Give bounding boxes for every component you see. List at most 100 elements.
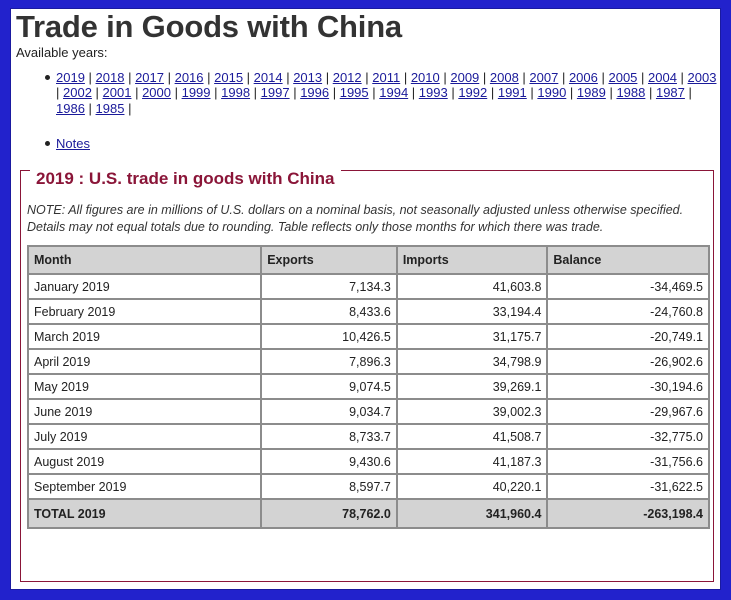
year-separator: | (243, 70, 254, 85)
year-separator: | (400, 70, 411, 85)
bullet-icon (45, 75, 50, 80)
year-link-1990[interactable]: 1990 (537, 85, 567, 101)
year-separator: | (131, 85, 143, 101)
year-link-2007[interactable]: 2007 (529, 70, 559, 85)
exports-cell: 9,074.5 (260, 373, 398, 400)
notes-link[interactable]: Notes (56, 136, 90, 151)
year-link-1986[interactable]: 1986 (56, 100, 85, 116)
year-link-1989[interactable]: 1989 (576, 85, 606, 101)
year-link-1992[interactable]: 1992 (458, 85, 488, 101)
year-link-1999[interactable]: 1999 (181, 85, 211, 101)
year-link-2010[interactable]: 2010 (410, 70, 440, 85)
imports-cell: 34,798.9 (395, 348, 549, 375)
year-separator: | (210, 85, 222, 101)
year-separator: | (447, 85, 459, 101)
year-separator: | (170, 85, 182, 101)
balance-cell: -31,756.6 (546, 448, 710, 475)
page-title: Trade in Goods with China (16, 9, 402, 44)
year-links-list: 2019 | 2018 | 2017 | 2016 | 2015 | 2014 … (56, 70, 718, 116)
year-link-1995[interactable]: 1995 (339, 85, 369, 101)
table-total-row: TOTAL 2019 78,762.0 341,960.4 -263,198.4 (26, 498, 710, 529)
year-link-2012[interactable]: 2012 (332, 70, 362, 85)
year-link-1988[interactable]: 1988 (616, 85, 646, 101)
imports-cell: 41,187.3 (395, 448, 549, 475)
year-link-2015[interactable]: 2015 (214, 70, 244, 85)
year-separator: | (597, 70, 609, 85)
month-cell: January 2019 (26, 273, 263, 300)
year-separator: | (684, 85, 692, 101)
year-link-2003[interactable]: 2003 (687, 70, 717, 85)
year-separator: | (250, 85, 261, 101)
month-cell: TOTAL 2019 (26, 498, 263, 529)
year-link-2000[interactable]: 2000 (142, 85, 171, 101)
exports-cell: 8,433.6 (260, 298, 398, 325)
month-cell: April 2019 (26, 348, 263, 375)
exports-cell: 9,430.6 (260, 448, 398, 475)
year-link-2014[interactable]: 2014 (253, 70, 283, 85)
year-separator: | (676, 70, 688, 85)
imports-cell: 39,002.3 (395, 398, 549, 425)
balance-cell: -29,967.6 (546, 398, 710, 425)
table-header-row: Month Exports Imports Balance (26, 245, 710, 275)
year-link-2004[interactable]: 2004 (648, 70, 677, 85)
year-link-2019[interactable]: 2019 (56, 70, 85, 85)
year-link-1985[interactable]: 1985 (95, 100, 125, 116)
year-link-2009[interactable]: 2009 (450, 70, 480, 85)
year-separator: | (124, 100, 132, 116)
month-cell: February 2019 (26, 298, 263, 325)
exports-cell: 8,597.7 (260, 473, 398, 500)
page: Trade in Goods with China Available year… (11, 9, 720, 589)
year-separator: | (637, 70, 649, 85)
year-link-2002[interactable]: 2002 (63, 85, 92, 101)
month-cell: March 2019 (26, 323, 263, 350)
year-link-2005[interactable]: 2005 (608, 70, 638, 85)
year-link-2006[interactable]: 2006 (568, 70, 598, 85)
year-separator: | (566, 85, 577, 101)
month-cell: July 2019 (26, 423, 263, 450)
exports-cell: 78,762.0 (260, 498, 398, 529)
balance-cell: -30,194.6 (546, 373, 710, 400)
exports-cell: 7,896.3 (260, 348, 398, 375)
year-link-2008[interactable]: 2008 (489, 70, 519, 85)
month-cell: May 2019 (26, 373, 263, 400)
year-link-1987[interactable]: 1987 (655, 85, 685, 101)
year-separator: | (368, 85, 380, 101)
imports-cell: 41,603.8 (395, 273, 549, 300)
table-row: February 2019 8,433.6 33,194.4 -24,760.8 (26, 298, 710, 325)
imports-cell: 39,269.1 (395, 373, 549, 400)
year-separator: | (163, 70, 175, 85)
note-text: NOTE: All figures are in millions of U.S… (27, 203, 684, 234)
col-header-exports: Exports (260, 245, 398, 275)
year-link-1993[interactable]: 1993 (418, 85, 448, 101)
year-link-1997[interactable]: 1997 (260, 85, 290, 101)
table-row: May 2019 9,074.5 39,269.1 -30,194.6 (26, 373, 710, 400)
year-link-2017[interactable]: 2017 (135, 70, 164, 85)
year-separator: | (526, 85, 538, 101)
table-row: September 2019 8,597.7 40,220.1 -31,622.5 (26, 473, 710, 500)
year-link-1991[interactable]: 1991 (497, 85, 527, 101)
imports-cell: 341,960.4 (395, 498, 549, 529)
year-separator: | (645, 85, 656, 101)
available-years-label: Available years: (16, 45, 108, 60)
year-link-2001[interactable]: 2001 (102, 85, 132, 101)
year-separator: | (361, 70, 373, 85)
year-separator: | (322, 70, 333, 85)
imports-cell: 40,220.1 (395, 473, 549, 500)
year-link-1998[interactable]: 1998 (221, 85, 251, 101)
month-cell: August 2019 (26, 448, 263, 475)
year-link-1996[interactable]: 1996 (300, 85, 330, 101)
year-link-1994[interactable]: 1994 (379, 85, 409, 101)
trade-table: Month Exports Imports Balance January 20… (26, 245, 710, 529)
year-link-2011[interactable]: 2011 (372, 70, 401, 85)
balance-cell: -263,198.4 (546, 498, 710, 529)
year-separator: | (558, 70, 569, 85)
year-link-2016[interactable]: 2016 (174, 70, 204, 85)
year-separator: | (282, 70, 294, 85)
table-row: January 2019 7,134.3 41,603.8 -34,469.5 (26, 273, 710, 300)
year-separator: | (479, 70, 490, 85)
year-link-2013[interactable]: 2013 (293, 70, 323, 85)
year-link-2018[interactable]: 2018 (95, 70, 125, 85)
year-separator: | (84, 70, 96, 85)
table-row: August 2019 9,430.6 41,187.3 -31,756.6 (26, 448, 710, 475)
imports-cell: 31,175.7 (395, 323, 549, 350)
